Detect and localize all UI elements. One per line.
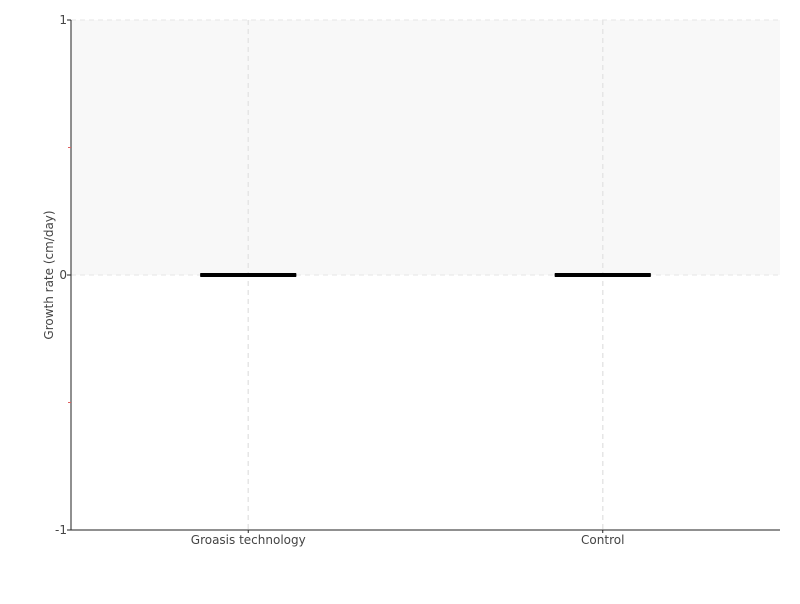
- y-tick-label: 1: [59, 13, 67, 27]
- y-tick-label: 0: [59, 268, 67, 282]
- x-tick-label: Control: [581, 533, 624, 547]
- positive-region-band: [71, 20, 780, 275]
- x-tick-label: Groasis technology: [191, 533, 306, 547]
- y-tick-label: -1: [55, 523, 67, 537]
- y-axis-label: Growth rate (cm/day): [42, 210, 56, 339]
